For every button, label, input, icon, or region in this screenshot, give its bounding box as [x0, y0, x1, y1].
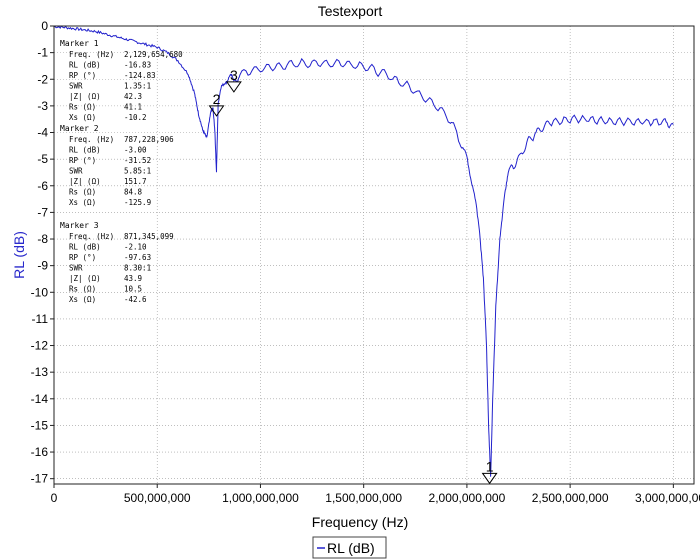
marker-3-number: 3 [230, 67, 238, 83]
marker2-value: -31.52 [124, 156, 151, 165]
marker1-value: -10.2 [124, 113, 147, 122]
marker3-value: 10.5 [124, 285, 142, 294]
marker1-label: Xs (Ω) [69, 113, 96, 122]
marker2-value: 151.7 [124, 177, 147, 186]
series-layer [53, 25, 674, 477]
marker1-value: 2,129,654,680 [124, 50, 183, 59]
y-tick-label: -5 [37, 152, 48, 166]
x-axis-ticks: 0 500,000,000 1,000,000,000 1,500,000,000 2,… [51, 484, 700, 505]
x-axis-label: Frequency (Hz) [312, 514, 408, 530]
y-tick-label: 0 [41, 19, 48, 33]
marker2-value: 5.85:1 [124, 167, 151, 176]
x-tick-label: 1,500,000,000 [325, 491, 402, 505]
y-tick-label: -15 [31, 418, 49, 432]
markers-layer: 1 23 [208, 67, 498, 485]
marker3-value: 871,345,099 [124, 232, 174, 241]
y-tick-label: -10 [31, 285, 49, 299]
marker3-label: Xs (Ω) [69, 295, 96, 304]
marker2-label: Freq. (Hz) [69, 135, 114, 144]
marker3-value: -42.6 [124, 295, 147, 304]
plot-frame [53, 25, 695, 485]
marker-1-number: 1 [486, 458, 494, 474]
marker2-title: Marker 2 [60, 124, 99, 133]
y-axis-ticks: 0 -1 -2 -3 -4 -5 -6 -7 -8 -9 -10 -11 -12 -13 -14 -15 -16… [31, 19, 54, 486]
x-tick-label: 2,000,000,000 [429, 491, 506, 505]
y-tick-label: -1 [37, 46, 48, 60]
y-tick-label: -9 [37, 259, 48, 273]
y-tick-label: -17 [31, 472, 49, 486]
marker1-title: Marker 1 [60, 39, 99, 48]
marker1-value: -124.83 [124, 71, 156, 80]
marker2-label: RP (°) [69, 156, 96, 165]
y-tick-label: -14 [31, 392, 49, 406]
y-tick-label: -6 [37, 179, 48, 193]
marker1-value: -16.83 [124, 61, 151, 70]
marker3-value: 8.30:1 [124, 264, 151, 273]
x-tick-label: 2,500,000,000 [532, 491, 609, 505]
y-tick-label: -2 [37, 72, 48, 86]
marker1-label: RP (°) [69, 71, 96, 80]
series-line-rl [53, 25, 674, 477]
marker2-value: 84.8 [124, 188, 143, 197]
marker1-label: RL (dB) [69, 61, 101, 70]
marker3-label: RP (°) [69, 253, 96, 262]
marker1-value: 42.3 [124, 92, 142, 101]
marker3-title: Marker 3 [60, 221, 99, 230]
grid-lines [53, 25, 694, 484]
marker3-value: -2.10 [124, 243, 147, 252]
marker3-label: Freq. (Hz) [69, 232, 114, 241]
marker-annotations: Marker 1 Freq. (Hz) 2,129,654,680 RL (dB) -1… [60, 39, 183, 304]
x-tick-label: 3,000,000,000 [635, 491, 700, 505]
marker3-label: RL (dB) [69, 243, 101, 252]
marker3-label: |Z| (Ω) [69, 274, 101, 283]
y-axis-label: RL (dB) [11, 231, 27, 279]
y-tick-label: -3 [37, 99, 48, 113]
marker2-label: SWR [69, 167, 83, 176]
marker2-value: -125.9 [124, 198, 151, 207]
marker1-label: SWR [69, 82, 83, 91]
marker2-label: Xs (Ω) [69, 198, 96, 207]
marker-3-triangle [225, 81, 242, 93]
x-tick-label: 500,000,000 [124, 491, 191, 505]
marker2-value: -3.00 [124, 146, 147, 155]
y-tick-label: -13 [31, 365, 49, 379]
y-tick-label: -8 [37, 232, 48, 246]
marker3-label: Rs (Ω) [69, 285, 96, 294]
marker-2-number: 2 [213, 91, 221, 107]
marker3-value: -97.63 [124, 253, 151, 262]
marker1-label: Rs (Ω) [69, 103, 96, 112]
marker-2-triangle [208, 105, 225, 117]
marker1-label: Freq. (Hz) [69, 50, 114, 59]
marker2-value: 787,228,906 [124, 135, 174, 144]
marker3-value: 43.9 [124, 274, 142, 283]
marker2-label: RL (dB) [69, 146, 101, 155]
x-tick-label: 1,000,000,000 [222, 491, 299, 505]
marker2-label: Rs (Ω) [69, 188, 96, 197]
marker1-value: 41.1 [124, 103, 142, 112]
legend-label: RL (dB) [327, 540, 375, 556]
y-tick-label: -12 [31, 339, 49, 353]
chart-title: Testexport [318, 3, 383, 19]
marker2-label: |Z| (Ω) [69, 177, 101, 186]
marker1-value: 1.35:1 [124, 82, 151, 91]
legend: RL (dB) [312, 536, 387, 559]
marker-1-triangle [481, 472, 498, 485]
y-tick-label: -16 [31, 445, 49, 459]
marker1-label: |Z| (Ω) [69, 92, 101, 101]
y-tick-label: -11 [32, 312, 49, 326]
legend-box [312, 536, 387, 559]
x-tick-label: 0 [51, 491, 58, 505]
y-tick-label: -4 [37, 126, 48, 140]
y-tick-label: -7 [37, 205, 48, 219]
marker3-label: SWR [69, 264, 83, 273]
